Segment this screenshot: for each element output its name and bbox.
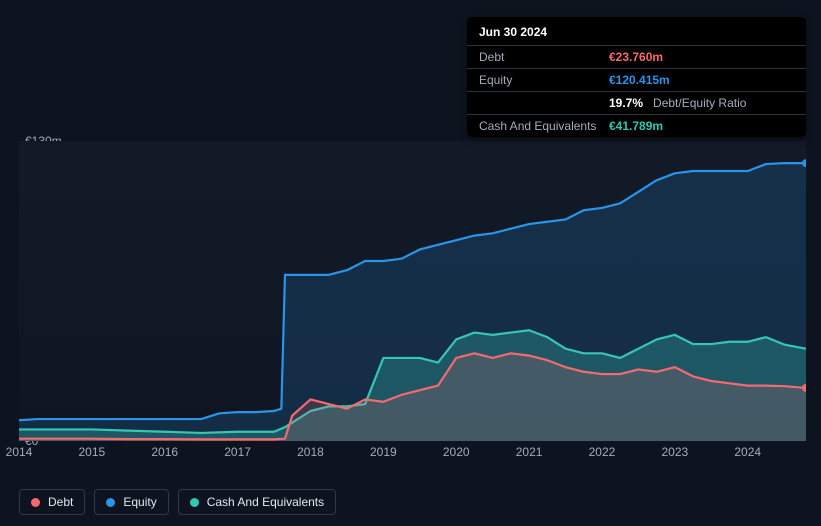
legend-item-label: Debt (48, 495, 73, 509)
chart-container: Jun 30 2024 Debt €23.760m Equity €120.415m 1… (0, 0, 821, 526)
x-axis-tick: 2021 (516, 445, 543, 459)
x-axis-tick: 2023 (661, 445, 688, 459)
x-axis-tick: 2017 (224, 445, 251, 459)
tooltip-row: 19.7% Debt/Equity Ratio (467, 91, 806, 114)
legend-item-label: Equity (123, 495, 156, 509)
x-axis-tick: 2014 (6, 445, 33, 459)
x-axis-tick: 2019 (370, 445, 397, 459)
legend-item-debt[interactable]: Debt (19, 489, 85, 515)
x-axis-tick: 2018 (297, 445, 324, 459)
x-axis: 2014201520162017201820192020202120222023… (19, 445, 806, 463)
tooltip-row: Equity €120.415m (467, 68, 806, 91)
tooltip-row-label (479, 96, 603, 110)
tooltip-row-value: 19.7% (609, 96, 643, 110)
tooltip-row-label: Cash And Equivalents (479, 119, 603, 133)
plot-area[interactable] (19, 141, 806, 441)
chart-area: €130m€0 20142015201620172018201920202021… (19, 125, 806, 480)
tooltip-row-label: Equity (479, 73, 603, 87)
legend-dot-icon (31, 498, 40, 507)
legend-item-cash-and-equivalents[interactable]: Cash And Equivalents (178, 489, 336, 515)
tooltip-row-value: €120.415m (609, 73, 670, 87)
tooltip-row-label: Debt (479, 50, 603, 64)
legend-dot-icon (190, 498, 199, 507)
tooltip-row-value: €41.789m (609, 119, 663, 133)
tooltip-row-value: €23.760m (609, 50, 663, 64)
x-axis-tick: 2015 (79, 445, 106, 459)
tooltip-date: Jun 30 2024 (467, 17, 806, 45)
x-axis-tick: 2020 (443, 445, 470, 459)
x-axis-tick: 2024 (734, 445, 761, 459)
legend: Debt Equity Cash And Equivalents (19, 489, 336, 515)
x-axis-tick: 2016 (151, 445, 178, 459)
tooltip-row: Cash And Equivalents €41.789m (467, 114, 806, 137)
chart-tooltip: Jun 30 2024 Debt €23.760m Equity €120.415m 1… (467, 17, 806, 137)
x-axis-tick: 2022 (589, 445, 616, 459)
tooltip-row: Debt €23.760m (467, 45, 806, 68)
legend-item-label: Cash And Equivalents (207, 495, 324, 509)
tooltip-row-suffix: Debt/Equity Ratio (653, 96, 746, 110)
legend-dot-icon (106, 498, 115, 507)
legend-item-equity[interactable]: Equity (94, 489, 168, 515)
